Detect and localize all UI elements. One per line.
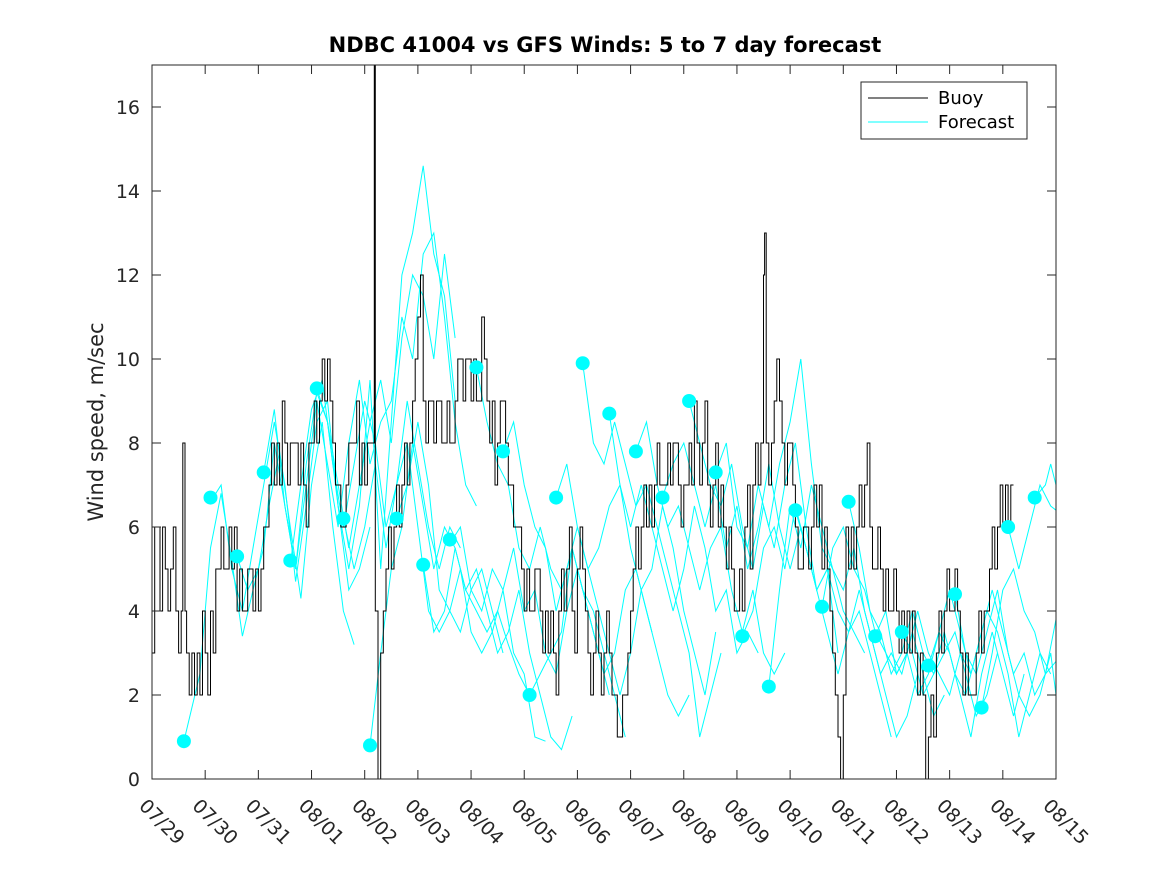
forecast-start-marker	[974, 700, 989, 715]
y-tick-label: 4	[128, 601, 140, 623]
forecast-run-line	[396, 421, 546, 742]
forecast-start-marker	[761, 679, 776, 694]
forecast-run-line	[316, 253, 456, 549]
y-tick-label: 8	[128, 433, 140, 455]
forecast-start-marker	[230, 549, 245, 564]
forecast-start-marker	[309, 381, 324, 396]
forecast-start-marker	[416, 557, 431, 572]
forecast-start-marker	[522, 688, 537, 702]
forecast-start-marker	[496, 444, 510, 459]
forecast-start-marker	[788, 503, 803, 518]
forecast-start-marker	[602, 406, 617, 421]
forecast-start-marker	[575, 356, 590, 371]
forecast-start-marker	[283, 553, 298, 568]
forecast-start-marker	[1027, 490, 1042, 505]
forecast-run-line	[768, 484, 919, 739]
buoy-series	[152, 65, 1014, 779]
forecast-start-marker	[549, 490, 564, 505]
forecast-run-line	[715, 358, 866, 654]
forecast-run-line	[608, 413, 759, 655]
legend-buoy-label: Buoy	[938, 88, 984, 109]
forecast-start-marker	[1001, 520, 1016, 534]
axis-ticks	[151, 65, 1057, 780]
y-tick-label: 14	[116, 181, 140, 203]
forecast-start-marker	[256, 465, 271, 480]
plot-area	[151, 64, 1057, 780]
forecast-run-line	[529, 547, 690, 718]
forecast-start-marker	[921, 658, 936, 673]
forecast-run-line	[1007, 483, 1056, 570]
forecast-start-marker	[176, 734, 191, 749]
forecast-start-marker	[735, 629, 750, 644]
y-tick-label: 10	[116, 349, 140, 371]
forecast-start-marker	[868, 629, 883, 644]
legend: Buoy Forecast	[860, 81, 1028, 140]
forecast-start-marker	[708, 465, 723, 480]
forecast-start-marker	[682, 394, 697, 408]
legend-box	[860, 81, 1028, 140]
forecast-start-marker	[815, 599, 829, 614]
forecast-start-marker	[442, 532, 457, 547]
y-tick-label: 2	[128, 685, 140, 707]
forecast-run-line	[662, 441, 812, 570]
forecast-start-markers	[176, 356, 1042, 753]
forecast-run-line	[981, 567, 1056, 708]
forecast-start-marker	[628, 444, 643, 459]
forecast-start-marker	[655, 490, 670, 505]
forecast-start-marker	[948, 587, 962, 602]
y-tick-label: 16	[116, 97, 140, 119]
forecast-start-marker	[389, 511, 404, 526]
forecast-start-marker	[841, 494, 856, 509]
y-tick-label: 6	[128, 517, 140, 539]
forecast-run-line	[954, 589, 1056, 718]
forecast-start-marker	[363, 738, 377, 753]
forecast-start-marker	[336, 511, 351, 526]
forecast-start-marker	[894, 625, 909, 639]
forecast-run-line	[422, 547, 573, 751]
axes-box	[151, 64, 1057, 780]
y-tick-label: 12	[116, 265, 140, 287]
legend-forecast-label: Forecast	[938, 112, 1014, 133]
y-axis-tick-labels: 0 2 4 6 8 10 12 14 16	[116, 97, 140, 791]
forecast-run-line	[1034, 463, 1056, 498]
forecast-run-line	[475, 367, 626, 738]
y-tick-label: 0	[128, 769, 140, 791]
chart-title: NDBC 41004 vs GFS Winds: 5 to 7 day fore…	[329, 33, 882, 57]
buoy-line	[152, 65, 1014, 779]
y-axis-label: Wind speed, m/sec	[84, 322, 108, 521]
forecast-start-marker	[203, 490, 218, 505]
forecast-start-marker	[469, 360, 484, 375]
